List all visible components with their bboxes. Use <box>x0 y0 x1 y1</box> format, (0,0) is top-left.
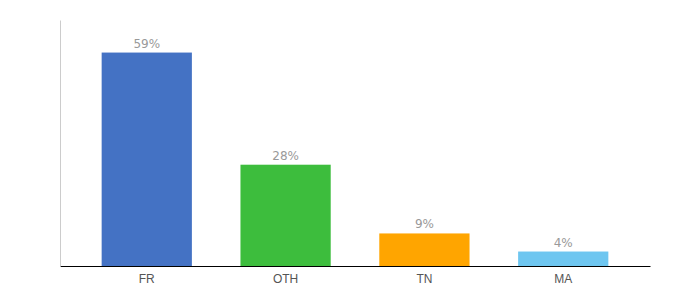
x-tick: FR <box>139 272 155 286</box>
x-axis-line <box>61 266 651 267</box>
y-axis <box>60 21 61 267</box>
x-tick-label: TN <box>416 272 432 286</box>
x-tick: OTH <box>273 272 298 286</box>
data-label: 59% <box>133 37 160 51</box>
x-tick-label: MA <box>554 272 572 286</box>
x-tick: MA <box>554 272 572 286</box>
plot: 59% 28% 9% 4% FR OTH TN MA <box>61 21 651 286</box>
bar <box>518 252 608 266</box>
x-tick-label: OTH <box>273 272 298 286</box>
data-label: 9% <box>415 217 434 231</box>
bars <box>102 53 609 266</box>
data-label: 4% <box>554 236 573 250</box>
y-axis-line <box>60 21 61 267</box>
x-tick: TN <box>416 272 432 286</box>
chart: 59% 28% 9% 4% FR OTH TN MA <box>0 0 680 300</box>
bar <box>379 233 469 266</box>
x-tick-label: FR <box>139 272 155 286</box>
bar <box>102 53 192 266</box>
data-label: 28% <box>272 149 299 163</box>
bar <box>240 165 330 266</box>
x-axis: FR OTH TN MA <box>61 267 651 286</box>
data-labels: 59% 28% 9% 4% <box>133 37 572 250</box>
